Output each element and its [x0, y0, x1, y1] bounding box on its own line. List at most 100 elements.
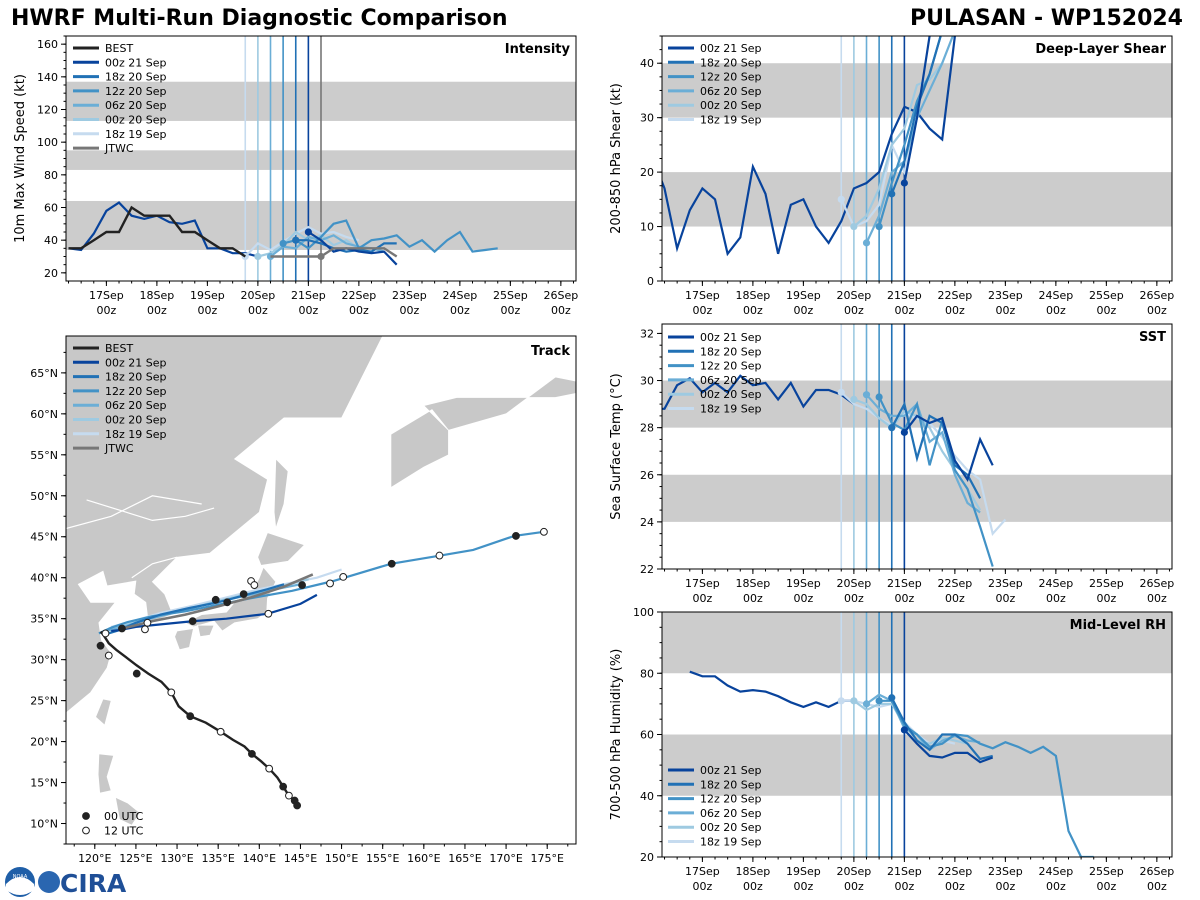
- x-tick-label: 175°E: [530, 852, 563, 865]
- y-tick-label: 60: [44, 202, 58, 215]
- x-tick-date: 21Sep: [887, 577, 922, 590]
- x-tick-hour: 00z: [298, 304, 318, 317]
- track-dot-00utc: [118, 624, 126, 633]
- run-line-1: [890, 697, 993, 761]
- y-tick-label: 100: [37, 136, 58, 149]
- x-tick-date: 22Sep: [342, 289, 377, 302]
- land-polygon-0: [66, 336, 576, 489]
- x-tick-hour: 00z: [793, 304, 813, 317]
- plot-area: [662, 36, 957, 281]
- sst-panel: 22 24 26 28 30 32 17Sep 00z 18Sep 00z 19Sep 00z 20Se…: [609, 323, 1174, 605]
- run-line-0: [307, 231, 398, 266]
- track-dot-00utc: [298, 581, 306, 589]
- x-tick-hour: 00z: [995, 592, 1015, 605]
- y-tick-label: 10°N: [30, 818, 58, 831]
- marker-legend-symbol: [82, 812, 90, 820]
- track-dot-00utc: [512, 532, 520, 540]
- border-line: [66, 495, 202, 530]
- legend-label: JTWC: [104, 142, 134, 155]
- legend-label: 00z 20 Sep: [700, 821, 762, 834]
- x-tick-hour: 00z: [995, 304, 1015, 317]
- run-start-dot-4: [850, 395, 858, 403]
- track-dot-12utc: [104, 651, 113, 660]
- y-tick-label: 50°N: [30, 490, 58, 503]
- x-tick-date: 17Sep: [89, 289, 124, 302]
- legend-label: 00z 21 Sep: [700, 42, 762, 55]
- x-tick-hour: 00z: [693, 880, 713, 893]
- run-start-dot-0: [304, 228, 312, 236]
- track-dot-12utc: [540, 527, 548, 536]
- globe-icon: [38, 871, 60, 893]
- x-tick-label: 150°E: [325, 852, 358, 865]
- land-polygon-7: [95, 698, 112, 726]
- run-start-dot-0: [900, 179, 908, 187]
- x-tick-hour: 00z: [551, 304, 571, 317]
- cira-logo-text: CIRA: [60, 869, 127, 898]
- run-start-dot-5: [837, 195, 845, 203]
- legend-label: BEST: [105, 342, 133, 355]
- panel-title: Intensity: [505, 42, 571, 57]
- land-polygon-1: [66, 336, 384, 714]
- x-tick-hour: 00z: [1096, 880, 1116, 893]
- y-axis-label: 200-850 hPa Shear (kt): [609, 83, 624, 234]
- y-tick-label: 30°N: [30, 654, 58, 667]
- x-tick-hour: 00z: [894, 304, 914, 317]
- legend-label: 12z 20 Sep: [105, 385, 167, 398]
- x-tick-date: 26Sep: [1139, 289, 1174, 302]
- legend-label: JTWC: [104, 442, 134, 455]
- y-tick-label: 20: [44, 267, 58, 280]
- x-tick-date: 26Sep: [1139, 577, 1174, 590]
- run-start-dot-4: [850, 222, 858, 231]
- y-tick-label: 20°N: [30, 736, 58, 749]
- run-start-dot-2: [875, 222, 883, 231]
- run-line-2: [878, 396, 994, 567]
- panel-title: Deep-Layer Shear: [1035, 42, 1166, 57]
- y-tick-label: 26: [640, 469, 654, 482]
- y-tick-label: 45°N: [30, 531, 58, 544]
- track-dot-12utc: [435, 551, 444, 560]
- y-tick-label: 160: [37, 38, 58, 51]
- x-tick-date: 24Sep: [442, 289, 477, 302]
- legend-label: 00z 20 Sep: [700, 99, 762, 112]
- run-start-dot-3: [862, 391, 871, 399]
- forecast-track-2: [98, 530, 545, 635]
- y-tick-label: 25°N: [30, 695, 58, 708]
- run-start-dot-1: [888, 424, 896, 432]
- track-dot-12utc: [250, 581, 259, 589]
- run-start-dot-0: [900, 726, 908, 734]
- y-tick-label: 24: [640, 516, 654, 529]
- x-tick-date: 23Sep: [392, 289, 427, 302]
- noaa-logo-text: NOAA: [13, 874, 28, 880]
- x-tick-date: 18Sep: [736, 289, 771, 302]
- y-tick-label: 32: [640, 327, 654, 340]
- x-tick-label: 160°E: [407, 852, 440, 865]
- y-axis-label: 700-500 hPa Humidity (%): [609, 649, 624, 821]
- x-tick-label: 120°E: [78, 852, 111, 865]
- x-tick-label: 170°E: [489, 852, 522, 865]
- x-tick-hour: 00z: [844, 880, 864, 893]
- y-tick-label: 65°N: [30, 367, 58, 380]
- x-tick-date: 23Sep: [988, 865, 1023, 878]
- y-tick-label: 120: [37, 104, 58, 117]
- x-tick-label: 125°E: [119, 852, 152, 865]
- y-tick-label: 28: [640, 422, 654, 435]
- x-tick-date: 20Sep: [837, 289, 872, 302]
- plot-area: [689, 612, 1094, 857]
- x-tick-date: 19Sep: [786, 865, 821, 878]
- y-tick-label: 15°N: [30, 777, 58, 790]
- legend-label: 18z 20 Sep: [700, 345, 762, 358]
- panel-title: Track: [531, 344, 570, 359]
- x-tick-date: 21Sep: [291, 289, 326, 302]
- legend-label: 18z 20 Sep: [105, 71, 167, 84]
- legend-label: 00z 21 Sep: [700, 331, 762, 344]
- x-tick-hour: 00z: [793, 880, 813, 893]
- track-dot-00utc: [188, 617, 197, 626]
- x-tick-hour: 00z: [1046, 880, 1066, 893]
- legend-label: 12z 20 Sep: [700, 360, 762, 373]
- legend-label: 18z 20 Sep: [700, 778, 762, 791]
- x-tick-date: 24Sep: [1038, 865, 1073, 878]
- track-dot-12utc: [101, 629, 110, 638]
- legend-label: 00z 21 Sep: [700, 764, 762, 777]
- y-tick-label: 0: [647, 275, 654, 288]
- run-start-dot-1: [888, 694, 896, 702]
